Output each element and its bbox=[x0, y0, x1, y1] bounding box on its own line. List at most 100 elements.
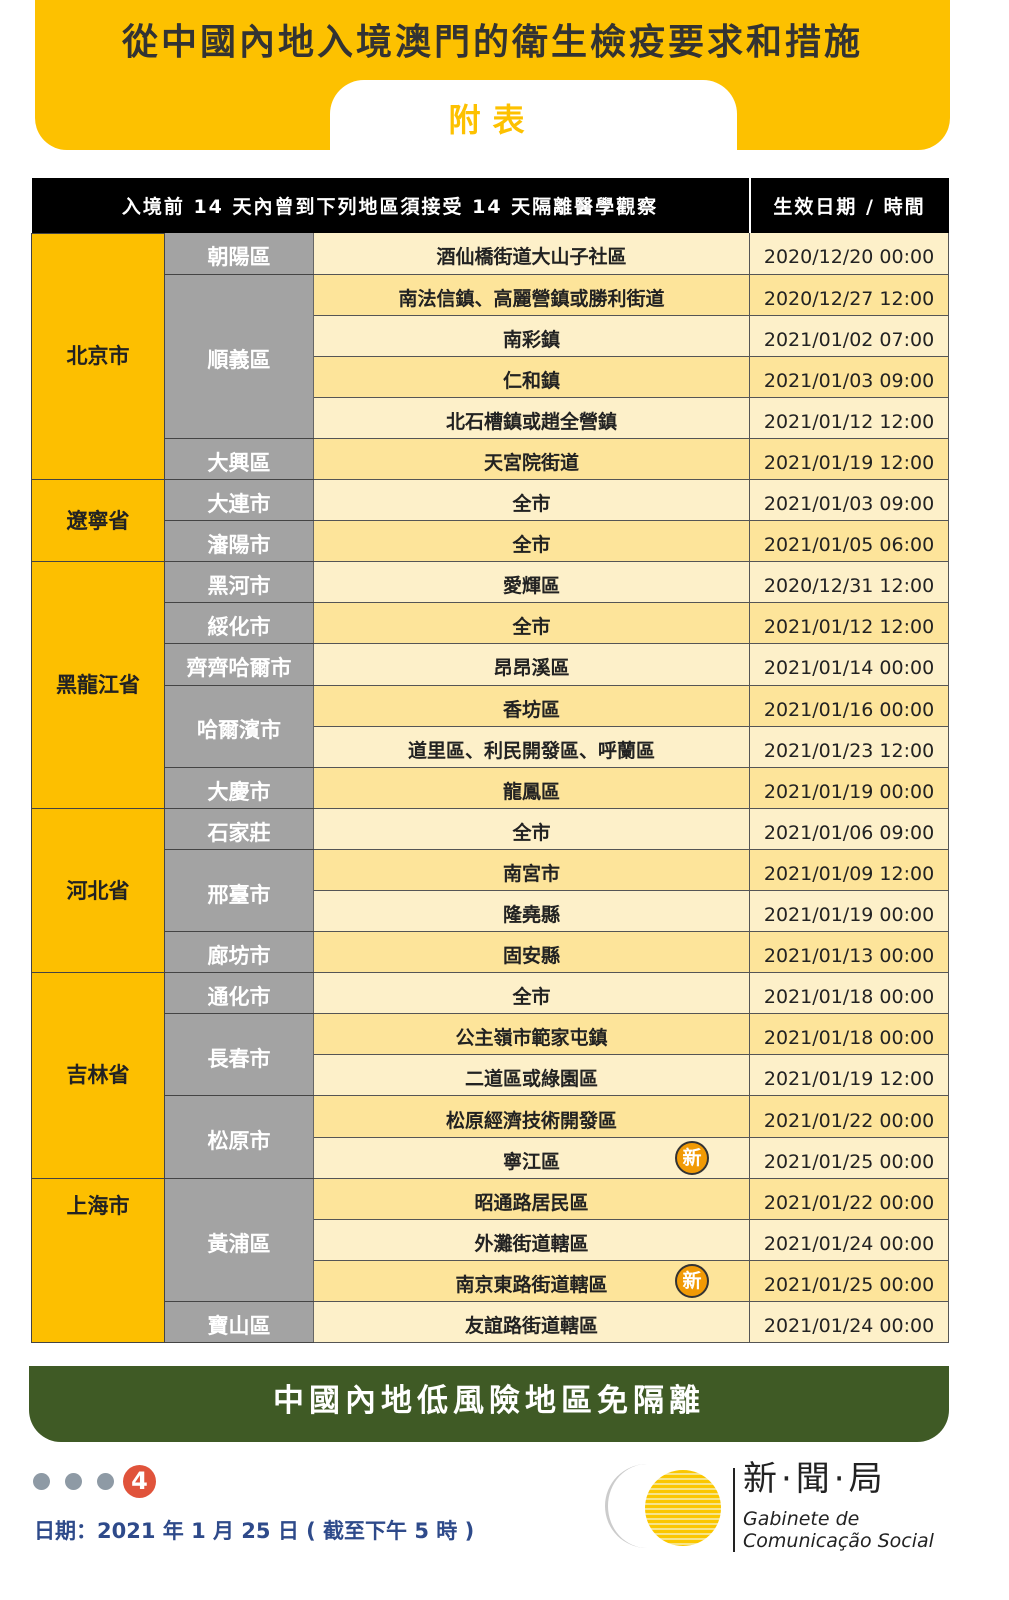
area-text: 愛輝區 bbox=[503, 575, 561, 598]
area-cell: 昂昂溪區 bbox=[313, 643, 751, 686]
low-risk-banner: 中國內地低風險地區免隔離 bbox=[29, 1366, 949, 1442]
area-cell: 南宮市 bbox=[313, 849, 751, 892]
area-text: 南彩鎮 bbox=[503, 328, 561, 351]
area-text: 隆堯縣 bbox=[503, 904, 561, 927]
table-row: 南彩鎮 2021/01/02 07:00 bbox=[32, 315, 950, 357]
effective-date-cell: 2021/01/23 12:00 bbox=[749, 726, 950, 768]
effective-date-cell: 2021/01/24 00:00 bbox=[749, 1301, 950, 1344]
quarantine-table: 入境前 14 天內曾到下列地區須接受 14 天隔離醫學觀察 生效日期 / 時間 … bbox=[31, 178, 950, 1344]
area-text: 全市 bbox=[512, 534, 551, 557]
area-text: 昂昂溪區 bbox=[493, 657, 570, 680]
area-cell: 隆堯縣 bbox=[313, 890, 751, 933]
table-row: 河北省 石家莊 全市 2021/01/06 09:00 bbox=[31, 807, 950, 974]
table-row: 長春市 公主嶺市範家屯鎮 2021/01/18 00:00 bbox=[32, 1013, 950, 1097]
area-cell: 二道區或綠園區 bbox=[313, 1054, 751, 1097]
table-row: 黑龍江省 黑河市 愛輝區 2020/12/31 12:00 bbox=[31, 561, 950, 809]
district-cell: 通化市 bbox=[164, 972, 314, 1015]
table-row: 大興區 天宮院街道 2021/01/19 12:00 bbox=[32, 438, 950, 481]
table-row: 邢臺市 南宮市 2021/01/09 12:00 bbox=[32, 849, 950, 933]
area-text: 全市 bbox=[512, 493, 551, 516]
effective-date-cell: 2020/12/20 00:00 bbox=[749, 233, 950, 275]
area-cell: 龍鳳區 bbox=[313, 767, 751, 809]
effective-date-cell: 2021/01/02 07:00 bbox=[749, 315, 950, 357]
effective-date-cell: 2021/01/13 00:00 bbox=[749, 931, 950, 974]
area-cell: 公主嶺市範家屯鎮 bbox=[313, 1013, 751, 1056]
table-row: 隆堯縣 2021/01/19 00:00 bbox=[32, 890, 950, 933]
district-cell: 黃浦區 bbox=[164, 1178, 314, 1302]
province-cell: 黑龍江省 bbox=[31, 561, 165, 809]
effective-date-cell: 2021/01/25 00:00 bbox=[749, 1137, 950, 1179]
district-cell: 朝陽區 bbox=[164, 233, 314, 275]
table-row: 綏化市 全市 2021/01/12 12:00 bbox=[32, 602, 950, 645]
district-cell: 哈爾濱市 bbox=[164, 685, 314, 768]
district-cell: 邢臺市 bbox=[164, 849, 314, 933]
area-text: 外灘街道轄區 bbox=[474, 1232, 589, 1255]
effective-date-cell: 2020/12/27 12:00 bbox=[749, 274, 950, 316]
area-cell: 松原經濟技術開發區 bbox=[313, 1095, 751, 1138]
district-cell: 大慶市 bbox=[164, 767, 314, 809]
table-row: 大慶市 龍鳳區 2021/01/19 00:00 bbox=[32, 767, 950, 809]
area-text: 寧江區 bbox=[503, 1150, 561, 1173]
area-text: 仁和鎮 bbox=[503, 369, 561, 392]
area-text: 公主嶺市範家屯鎮 bbox=[455, 1027, 608, 1050]
area-cell: 南彩鎮 bbox=[313, 315, 751, 357]
page-dot[interactable] bbox=[65, 1473, 82, 1490]
header-effective-date: 生效日期 / 時間 bbox=[748, 178, 949, 233]
effective-date-cell: 2021/01/16 00:00 bbox=[749, 685, 950, 727]
page-dot[interactable] bbox=[97, 1473, 114, 1490]
area-cell: 全市 bbox=[313, 520, 751, 563]
table-row: 寧江區 新 2021/01/25 00:00 bbox=[32, 1137, 950, 1179]
table-row: 瀋陽市 全市 2021/01/05 06:00 bbox=[32, 520, 950, 563]
effective-date-cell: 2021/01/12 12:00 bbox=[749, 397, 950, 439]
district-cell: 松原市 bbox=[164, 1095, 314, 1179]
header-areas: 入境前 14 天內曾到下列地區須接受 14 天隔離醫學觀察 bbox=[31, 178, 750, 233]
province-cell: 吉林省 bbox=[31, 972, 165, 1179]
area-cell: 酒仙橋街道大山子社區 bbox=[313, 233, 751, 275]
district-cell: 綏化市 bbox=[164, 602, 314, 645]
table-row: 寶山區 友誼路街道轄區 2021/01/24 00:00 bbox=[32, 1301, 950, 1344]
area-text: 天宮院街道 bbox=[484, 452, 580, 475]
new-badge: 新 bbox=[675, 1140, 710, 1175]
effective-date-cell: 2021/01/06 09:00 bbox=[749, 808, 950, 850]
district-cell: 寶山區 bbox=[164, 1301, 314, 1344]
table-row: 順義區 南法信鎮、高麗營鎮或勝利街道 2020/12/27 12:00 bbox=[32, 274, 950, 439]
area-text: 南宮市 bbox=[503, 862, 561, 885]
logo-portuguese: Gabinete de Comunicação Social bbox=[743, 1508, 934, 1552]
effective-date-cell: 2021/01/05 06:00 bbox=[749, 520, 950, 563]
area-cell: 固安縣 bbox=[313, 931, 751, 974]
area-text: 固安縣 bbox=[503, 945, 561, 968]
district-cell: 廊坊市 bbox=[164, 931, 314, 974]
area-text: 道里區、利民開發區、呼蘭區 bbox=[408, 739, 656, 762]
logo-sun-icon bbox=[645, 1470, 721, 1546]
effective-date-cell: 2021/01/19 00:00 bbox=[749, 890, 950, 933]
area-text: 松原經濟技術開發區 bbox=[446, 1109, 618, 1132]
logo-chinese: 新·聞·局 bbox=[743, 1459, 887, 1499]
subtitle-tab bbox=[330, 80, 737, 151]
effective-date-cell: 2021/01/12 12:00 bbox=[749, 602, 950, 645]
area-text: 友誼路街道轄區 bbox=[465, 1314, 599, 1337]
district-cell: 石家莊 bbox=[164, 808, 314, 850]
area-cell: 外灘街道轄區 bbox=[313, 1219, 751, 1261]
table-row: 遼寧省 大連市 全市 2021/01/03 09:00 bbox=[31, 479, 950, 563]
table-row: 北石槽鎮或趙全營鎮 2021/01/12 12:00 bbox=[32, 397, 950, 439]
area-text: 南法信鎮、高麗營鎮或勝利街道 bbox=[398, 287, 665, 310]
area-cell: 友誼路街道轄區 bbox=[313, 1301, 751, 1344]
area-text: 全市 bbox=[512, 821, 551, 844]
district-cell: 瀋陽市 bbox=[164, 520, 314, 563]
header-banner: 從中國內地入境澳門的衛生檢疫要求和措施 附表 bbox=[35, 0, 950, 151]
new-badge: 新 bbox=[675, 1263, 710, 1298]
table-row: 松原市 松原經濟技術開發區 2021/01/22 00:00 bbox=[32, 1095, 950, 1179]
logo-arc-icon bbox=[605, 1464, 689, 1548]
area-cell: 南法信鎮、高麗營鎮或勝利街道 bbox=[313, 274, 751, 316]
logo-pt-line2: Comunicação Social bbox=[743, 1530, 934, 1552]
area-cell: 全市 bbox=[313, 972, 751, 1015]
province-cell: 北京市 bbox=[31, 232, 165, 481]
effective-date-cell: 2021/01/03 09:00 bbox=[749, 479, 950, 522]
area-cell: 昭通路居民區 bbox=[313, 1178, 751, 1220]
page-dot[interactable] bbox=[33, 1473, 50, 1490]
province-cell: 河北省 bbox=[31, 807, 165, 974]
logo-pt-line1: Gabinete de bbox=[743, 1508, 860, 1530]
table-row: 二道區或綠園區 2021/01/19 12:00 bbox=[32, 1054, 950, 1097]
area-cell: 寧江區 新 bbox=[313, 1137, 751, 1179]
area-cell: 全市 bbox=[313, 602, 751, 645]
